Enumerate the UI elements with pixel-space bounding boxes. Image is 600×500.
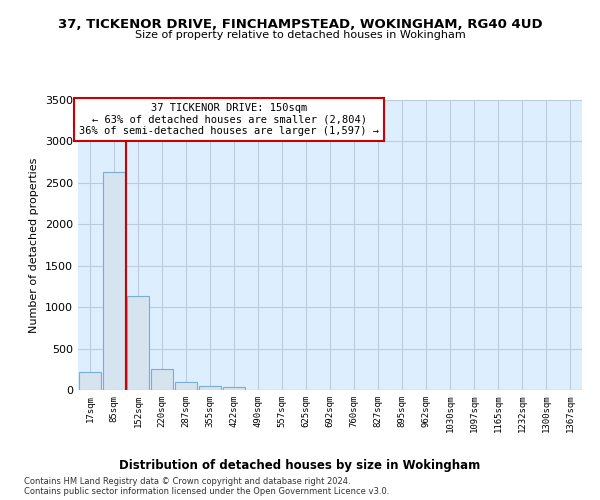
Y-axis label: Number of detached properties: Number of detached properties [29, 158, 40, 332]
Bar [223, 386, 245, 390]
Text: Contains HM Land Registry data © Crown copyright and database right 2024.: Contains HM Land Registry data © Crown c… [24, 477, 350, 486]
Bar [175, 382, 197, 390]
Text: Distribution of detached houses by size in Wokingham: Distribution of detached houses by size … [119, 460, 481, 472]
Bar [151, 369, 173, 390]
Bar [127, 296, 149, 390]
Text: 37 TICKENOR DRIVE: 150sqm
← 63% of detached houses are smaller (2,804)
36% of se: 37 TICKENOR DRIVE: 150sqm ← 63% of detac… [79, 103, 379, 136]
Bar [79, 372, 101, 390]
Text: Size of property relative to detached houses in Wokingham: Size of property relative to detached ho… [134, 30, 466, 40]
Bar [103, 172, 125, 390]
Bar [199, 386, 221, 390]
Text: Contains public sector information licensed under the Open Government Licence v3: Contains public sector information licen… [24, 487, 389, 496]
Text: 37, TICKENOR DRIVE, FINCHAMPSTEAD, WOKINGHAM, RG40 4UD: 37, TICKENOR DRIVE, FINCHAMPSTEAD, WOKIN… [58, 18, 542, 30]
